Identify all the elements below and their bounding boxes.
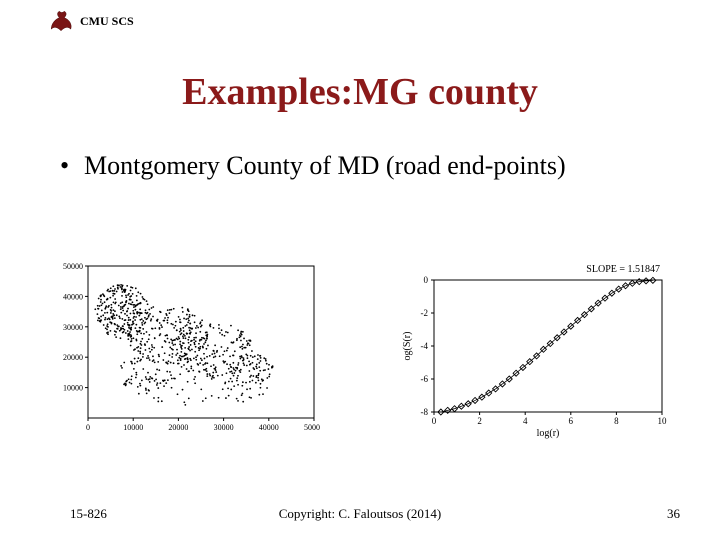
- bullet-dot: •: [60, 150, 84, 183]
- svg-text:20000: 20000: [168, 423, 188, 432]
- svg-text:-2: -2: [421, 308, 429, 318]
- footer-page: 36: [667, 506, 680, 522]
- slope-chart: SLOPE = 1.51847 0 2 4 6 8 10 0 -2 -4 -6 -8 log(r) og(…: [400, 260, 670, 440]
- svg-text:30000: 30000: [63, 323, 83, 332]
- svg-text:log(r): log(r): [537, 428, 560, 439]
- charts-row: 0 10000 20000 30000 40000 50000 10000 20000 3000…: [50, 260, 670, 440]
- scatter-chart: 0 10000 20000 30000 40000 50000 10000 20000 3000…: [50, 260, 320, 440]
- svg-text:20000: 20000: [63, 353, 83, 362]
- svg-text:-6: -6: [421, 374, 429, 384]
- cmu-dragon-icon: [48, 8, 74, 34]
- bullet-list: • Montgomery County of MD (road end-poin…: [60, 150, 660, 183]
- svg-text:6: 6: [569, 416, 574, 426]
- svg-text:40000: 40000: [63, 292, 83, 301]
- svg-text:40000: 40000: [259, 423, 279, 432]
- footer-copyright: Copyright: C. Faloutsos (2014): [0, 506, 720, 522]
- slide-title: Examples:MG county: [0, 70, 720, 114]
- header-label: CMU SCS: [80, 14, 134, 29]
- svg-text:10000: 10000: [123, 423, 143, 432]
- svg-text:10: 10: [658, 416, 668, 426]
- svg-text:0: 0: [86, 423, 90, 432]
- svg-text:0: 0: [432, 416, 437, 426]
- svg-text:10000: 10000: [63, 384, 83, 393]
- svg-text:-8: -8: [421, 407, 429, 417]
- slide-header: CMU SCS: [48, 8, 134, 34]
- svg-text:og(S(r): og(S(r): [402, 332, 413, 361]
- svg-text:30000: 30000: [214, 423, 234, 432]
- svg-text:-4: -4: [421, 341, 429, 351]
- slide-footer: 15-826 Copyright: C. Faloutsos (2014) 36: [0, 506, 720, 524]
- bullet-item: • Montgomery County of MD (road end-poin…: [60, 150, 660, 183]
- svg-text:2: 2: [477, 416, 482, 426]
- svg-text:SLOPE = 1.51847: SLOPE = 1.51847: [586, 264, 660, 275]
- svg-text:4: 4: [523, 416, 528, 426]
- svg-text:8: 8: [614, 416, 619, 426]
- svg-text:50000: 50000: [63, 262, 83, 271]
- bullet-text: Montgomery County of MD (road end-points…: [84, 150, 566, 183]
- svg-text:50000: 50000: [304, 423, 320, 432]
- svg-text:0: 0: [424, 275, 429, 285]
